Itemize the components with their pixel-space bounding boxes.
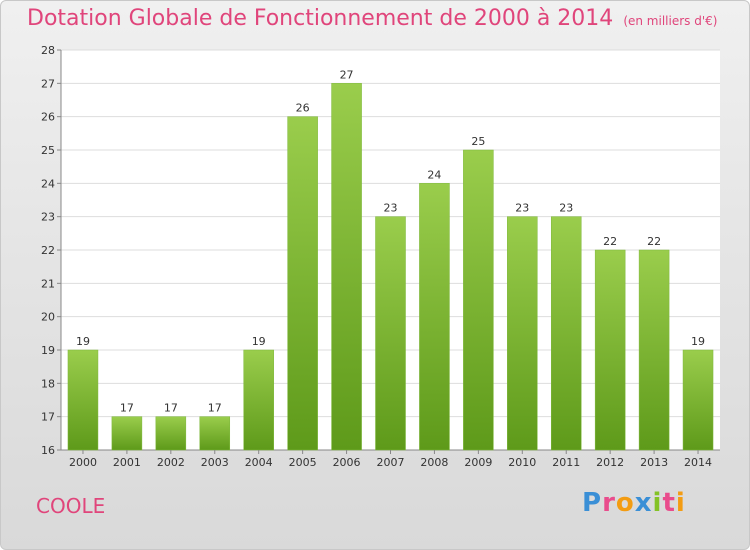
value-label: 17: [164, 402, 178, 415]
chart-unit: (en milliers d'€): [623, 14, 718, 28]
y-tick-label: 19: [41, 344, 55, 357]
value-label: 19: [252, 335, 266, 348]
bar-2013: [638, 249, 670, 451]
value-label: 23: [515, 202, 529, 215]
value-label: 19: [691, 335, 705, 348]
logo-letter: P: [582, 488, 603, 518]
bar-2006: [331, 83, 362, 451]
logo-letter: r: [602, 488, 616, 518]
x-tick-label: 2004: [245, 456, 273, 469]
x-tick-label: 2011: [552, 456, 580, 469]
x-tick-label: 2006: [333, 456, 361, 469]
value-label: 24: [427, 168, 441, 181]
value-label: 17: [208, 402, 222, 415]
logo-letter: x: [634, 488, 653, 518]
logo-letter: t: [662, 488, 676, 518]
x-tick-label: 2000: [69, 456, 97, 469]
value-label: 23: [384, 202, 398, 215]
x-tick-label: 2012: [596, 456, 624, 469]
x-tick-label: 2003: [201, 456, 229, 469]
chart-title: Dotation Globale de Fonctionnement de 20…: [27, 6, 717, 31]
bar-2009: [463, 149, 494, 451]
proxiti-logo[interactable]: Proxiti: [582, 488, 686, 518]
value-label: 25: [471, 135, 485, 148]
y-tick-label: 17: [41, 411, 55, 424]
value-label: 22: [647, 235, 661, 248]
chart-title-text: Dotation Globale de Fonctionnement de 20…: [27, 6, 614, 31]
x-tick-label: 2002: [157, 456, 185, 469]
x-tick-label: 2010: [508, 456, 536, 469]
commune-name: COOLE: [36, 494, 106, 518]
y-tick-label: 27: [41, 77, 55, 90]
bar-2004: [243, 349, 274, 451]
x-tick-label: 2001: [113, 456, 141, 469]
plot-area: 16 17 18 19 20 21 22 23 24 25 26 27 28 19 2000 17 2001 17…: [41, 44, 720, 469]
x-tick-label: 2008: [420, 456, 448, 469]
y-tick-label: 16: [41, 444, 55, 457]
x-tick-label: 2009: [464, 456, 492, 469]
bar-2014: [682, 349, 714, 451]
y-tick-label: 23: [41, 211, 55, 224]
y-tick-label: 18: [41, 377, 55, 390]
y-tick-label: 20: [41, 311, 55, 324]
x-tick-label: 2013: [640, 456, 668, 469]
y-tick-label: 25: [41, 144, 55, 157]
y-tick-label: 28: [41, 44, 55, 57]
y-tick-label: 26: [41, 111, 55, 124]
bar-2002: [155, 416, 187, 451]
y-tick-label: 24: [41, 177, 55, 190]
bar-2005: [287, 116, 318, 451]
x-tick-label: 2005: [289, 456, 317, 469]
bar-2012: [594, 249, 626, 451]
value-label: 23: [559, 202, 573, 215]
x-tick-label: 2007: [377, 456, 405, 469]
bar-2008: [419, 183, 450, 451]
logo-letter: i: [652, 488, 663, 518]
value-label: 22: [603, 235, 617, 248]
logo-letter: o: [615, 488, 635, 518]
y-tick-label: 22: [41, 244, 55, 257]
value-label: 19: [76, 335, 90, 348]
bar-2001: [111, 416, 143, 451]
bar-2000: [67, 349, 99, 451]
bar-2010: [507, 216, 538, 451]
y-tick-label: 21: [41, 277, 55, 290]
value-label: 27: [340, 68, 354, 81]
bar-2007: [375, 216, 406, 451]
value-label: 17: [120, 402, 134, 415]
logo-letter: i: [675, 488, 686, 518]
value-label: 26: [296, 102, 310, 115]
bar-2003: [199, 416, 231, 451]
bar-2011: [550, 216, 582, 451]
x-tick-label: 2014: [684, 456, 712, 469]
